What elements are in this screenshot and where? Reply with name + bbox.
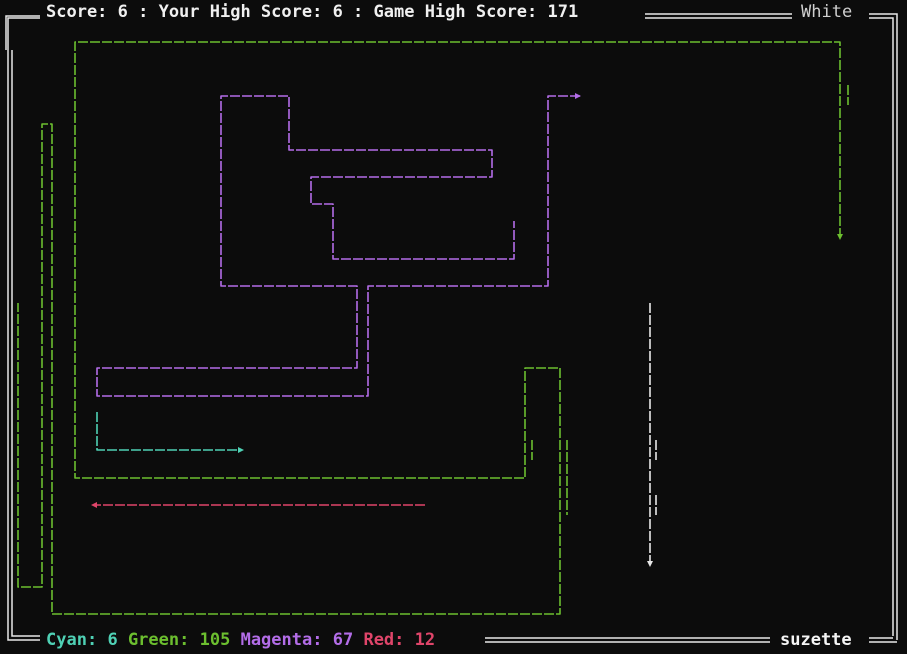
score-value: 6 bbox=[107, 630, 118, 650]
green-head-icon bbox=[837, 234, 843, 240]
header-bar: Score: 6 : Your High Score: 6 : Game Hig… bbox=[0, 0, 907, 26]
green-trail-fragment bbox=[531, 85, 849, 515]
green-score: Green: 105 bbox=[127, 630, 231, 650]
player-scores: Cyan: 6 Green: 105 Magenta: 67 Red: 12 bbox=[42, 630, 440, 650]
white-head-icon bbox=[647, 561, 653, 567]
footer-bar: Cyan: 6 Green: 105 Magenta: 67 Red: 12 s… bbox=[0, 628, 907, 654]
player-color: White bbox=[797, 2, 857, 22]
score-value: 12 bbox=[414, 630, 436, 650]
score-value: 105 bbox=[199, 630, 231, 650]
magenta-score: Magenta: 67 bbox=[240, 630, 354, 650]
score-label: Red: bbox=[363, 630, 405, 650]
red-score: Red: 12 bbox=[363, 630, 436, 650]
red-head-icon bbox=[91, 502, 97, 508]
score-line: Score: 6 : Your High Score: 6 : Game Hig… bbox=[42, 2, 583, 22]
trail-heads bbox=[91, 93, 843, 567]
cyan-head-icon bbox=[238, 447, 244, 453]
white-trail bbox=[649, 303, 657, 565]
green-trail bbox=[17, 41, 841, 615]
magenta-head-icon bbox=[575, 93, 581, 99]
score-label: Magenta: bbox=[240, 630, 323, 650]
score-label: Cyan: bbox=[46, 630, 98, 650]
score-label: Green: bbox=[127, 630, 190, 650]
cyan-score: Cyan: 6 bbox=[46, 630, 118, 650]
cyan-trail bbox=[96, 412, 242, 451]
username: suzette bbox=[776, 630, 856, 650]
magenta-trail bbox=[96, 95, 580, 397]
score-value: 67 bbox=[332, 630, 354, 650]
board-border bbox=[5, 13, 898, 643]
